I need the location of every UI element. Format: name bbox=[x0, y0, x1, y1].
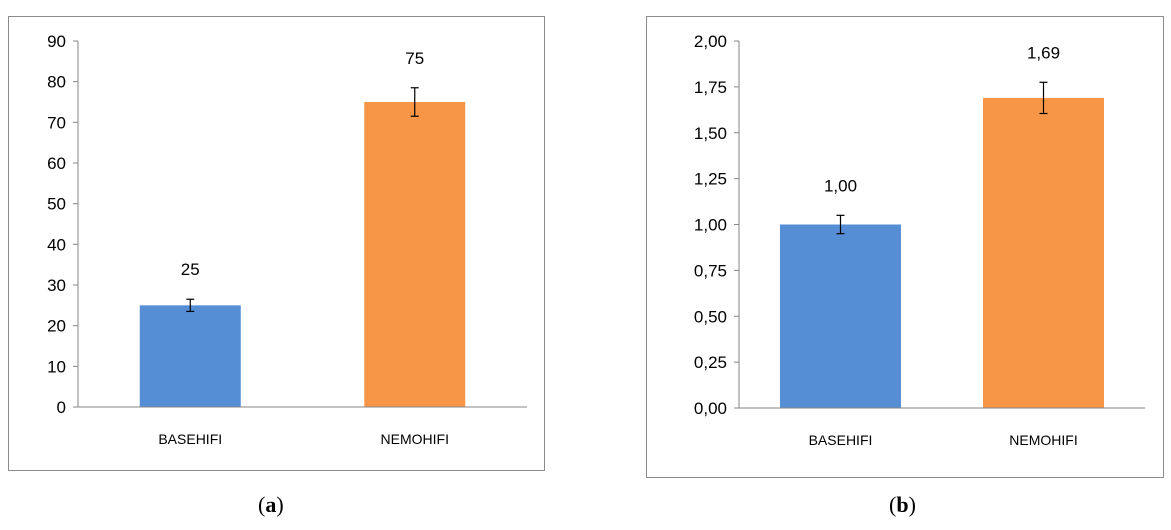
caption-b-open: ( bbox=[889, 492, 897, 517]
y-tick-label: 1,00 bbox=[694, 216, 727, 235]
y-tick-label: 0,00 bbox=[694, 399, 727, 418]
bar-basehifi bbox=[780, 224, 901, 408]
y-tick-label: 80 bbox=[47, 73, 66, 92]
data-label: 1,69 bbox=[1027, 43, 1060, 62]
caption-b-close: ) bbox=[908, 492, 916, 517]
y-tick-label: 40 bbox=[47, 235, 66, 254]
bar-nemohifi bbox=[983, 97, 1104, 408]
data-label: 1,00 bbox=[824, 176, 857, 195]
y-tick-label: 30 bbox=[47, 276, 66, 295]
y-tick-label: 0,75 bbox=[694, 261, 727, 280]
data-label: 25 bbox=[181, 260, 200, 279]
caption-a-open: ( bbox=[258, 492, 266, 517]
x-category-label: BASEHIFI bbox=[809, 432, 873, 448]
y-tick-label: 10 bbox=[47, 357, 66, 376]
y-tick-label: 1,25 bbox=[694, 170, 727, 189]
y-tick-label: 1,50 bbox=[694, 124, 727, 143]
y-tick-label: 50 bbox=[47, 195, 66, 214]
y-tick-label: 0 bbox=[57, 398, 66, 417]
data-label: 75 bbox=[405, 49, 424, 68]
y-tick-label: 70 bbox=[47, 113, 66, 132]
chart-panel-b: 0,00 0,25 0,50 0,75 1,00 1,25 1,50 1,75 2,00 1,00… bbox=[646, 16, 1164, 478]
y-tick-label: 90 bbox=[47, 32, 66, 51]
y-tick-label: 0,50 bbox=[694, 307, 727, 326]
caption-a-letter: a bbox=[265, 492, 277, 517]
caption-a-close: ) bbox=[276, 492, 284, 517]
y-tick-label: 60 bbox=[47, 154, 66, 173]
y-tick-label: 20 bbox=[47, 317, 66, 336]
bar-chart-b: 0,00 0,25 0,50 0,75 1,00 1,25 1,50 1,75 2,00 1,00… bbox=[694, 32, 1145, 448]
bar-chart-a: 0 10 20 30 40 50 60 70 80 90 25 BASEHIFI 75 NEMOHIFI bbox=[47, 32, 527, 447]
x-category-label: NEMOHIFI bbox=[381, 431, 449, 447]
caption-a: (a) bbox=[258, 492, 284, 518]
y-tick-label: 1,75 bbox=[694, 78, 727, 97]
caption-b: (b) bbox=[889, 492, 916, 518]
y-tick-label: 2,00 bbox=[694, 32, 727, 51]
bar-nemohifi bbox=[364, 102, 466, 407]
y-tick-label: 0,25 bbox=[694, 353, 727, 372]
x-category-label: BASEHIFI bbox=[158, 431, 222, 447]
chart-panel-a: 0 10 20 30 40 50 60 70 80 90 25 BASEHIFI 75 NEMOHIFI bbox=[8, 16, 545, 471]
caption-b-letter: b bbox=[896, 492, 909, 517]
x-category-label: NEMOHIFI bbox=[1009, 432, 1077, 448]
bar-basehifi bbox=[139, 305, 241, 407]
